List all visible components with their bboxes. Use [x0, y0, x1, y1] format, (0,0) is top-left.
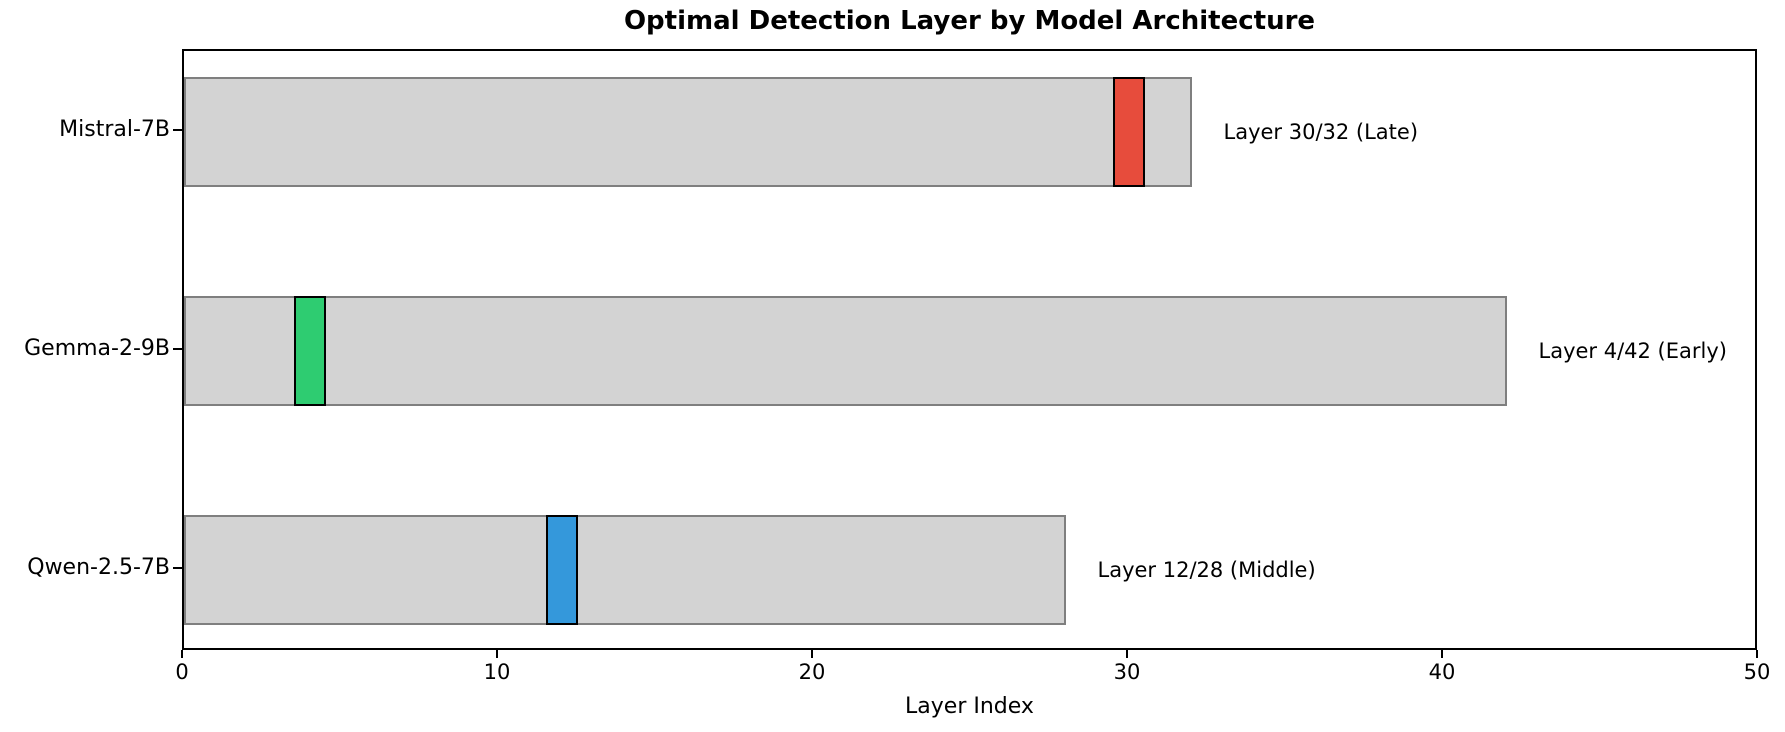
- x-tick-label: 10: [483, 660, 511, 684]
- y-tick-label: Mistral-7B: [59, 117, 170, 142]
- optimal-layer-marker: [1113, 77, 1145, 187]
- x-tick-mark: [811, 650, 813, 658]
- x-tick-label: 20: [798, 660, 826, 684]
- bar-annotation: Layer 30/32 (Late): [1223, 120, 1419, 144]
- y-tick-label: Gemma-2-9B: [24, 336, 170, 361]
- x-tick-label: 40: [1428, 660, 1456, 684]
- y-tick-mark: [173, 567, 182, 569]
- plot-area: Layer 30/32 (Late) Layer 4/42 (Early) Laye…: [182, 49, 1757, 650]
- chart-title: Optimal Detection Layer by Model Archite…: [623, 6, 1316, 36]
- x-tick-mark: [496, 650, 498, 658]
- x-tick-mark: [1126, 650, 1128, 658]
- y-tick-mark: [173, 129, 182, 131]
- optimal-layer-marker: [546, 515, 578, 625]
- total-layers-bar: [184, 296, 1507, 406]
- x-tick-label: 0: [175, 660, 189, 684]
- x-axis-label: Layer Index: [905, 694, 1034, 719]
- x-tick-mark: [1756, 650, 1758, 658]
- y-tick-label: Qwen-2.5-7B: [27, 555, 170, 580]
- x-tick-mark: [181, 650, 183, 658]
- bar-annotation: Layer 12/28 (Middle): [1097, 558, 1316, 582]
- total-layers-bar: [184, 515, 1066, 625]
- total-layers-bar: [184, 77, 1192, 187]
- x-tick-label: 30: [1113, 660, 1141, 684]
- y-tick-mark: [173, 348, 182, 350]
- x-tick-label: 50: [1743, 660, 1771, 684]
- bar-annotation: Layer 4/42 (Early): [1538, 339, 1727, 363]
- x-tick-mark: [1441, 650, 1443, 658]
- optimal-layer-marker: [294, 296, 326, 406]
